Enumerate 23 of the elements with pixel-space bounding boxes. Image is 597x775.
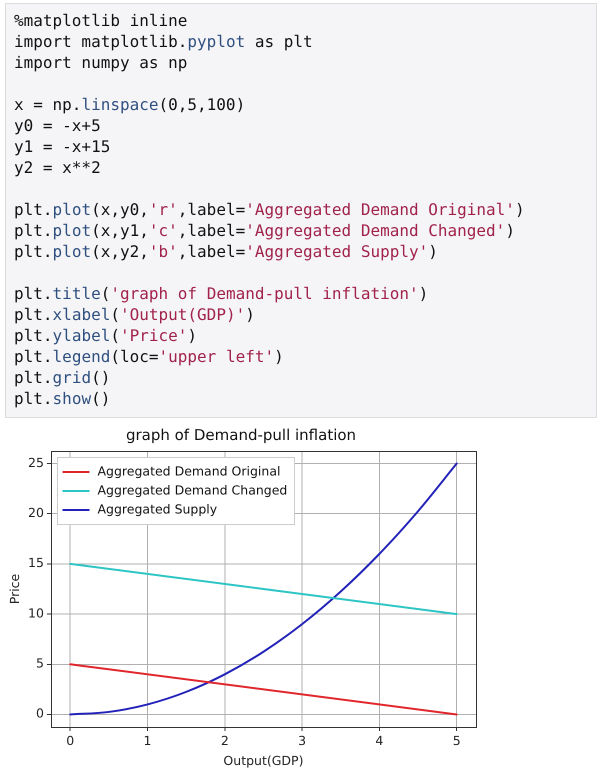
x-tick-label: 1 xyxy=(144,732,152,748)
legend-label: Aggregated Demand Changed xyxy=(98,482,288,498)
y-tick-label: 20 xyxy=(28,504,44,520)
text: plt.title('graph of Demand-pull inflation') plt.xlabel('Output(GDP)') plt.ylabel('Price') plt.legend(loc='upper left') plt.grid() plt.show() xyxy=(14,284,428,408)
legend-label: Aggregated Demand Original xyxy=(98,463,280,478)
legend-label: Aggregated Supply xyxy=(98,501,218,516)
line-series xyxy=(69,462,458,716)
x-tick-label: 2 xyxy=(220,732,229,748)
chart-title: graph of Demand-pull inflation xyxy=(126,426,356,444)
x-tick-label: 3 xyxy=(298,732,306,748)
text: %matplotlib inline import matplotlib.pyplot as plt import numpy as np xyxy=(14,11,313,72)
y-tick-label: 15 xyxy=(28,555,44,570)
y-tick-label: 5 xyxy=(36,656,44,671)
y-tick-label: 25 xyxy=(28,454,44,470)
y-axis-title: Price xyxy=(6,573,22,604)
x-tick-label: 0 xyxy=(66,732,74,748)
y-tick-label: 0 xyxy=(36,706,44,721)
x-tick-label: 4 xyxy=(375,732,384,748)
text: plt.plot(x,y0,'r',label='Aggregated Demand Original') plt.plot(x,y1,'c',label='Aggregated Demand Changed') plt.plot(x,y2,'b',label='Aggregated Supply') xyxy=(14,200,525,261)
text: x = np.linspace(0,5,100) y0 = -x+5 y1 = -x+15 y2 = x**2 xyxy=(14,95,246,177)
x-tick-label: 5 xyxy=(452,732,461,748)
x-axis-title: Output(GDP) xyxy=(223,752,304,768)
y-tick-label: 10 xyxy=(28,605,44,620)
